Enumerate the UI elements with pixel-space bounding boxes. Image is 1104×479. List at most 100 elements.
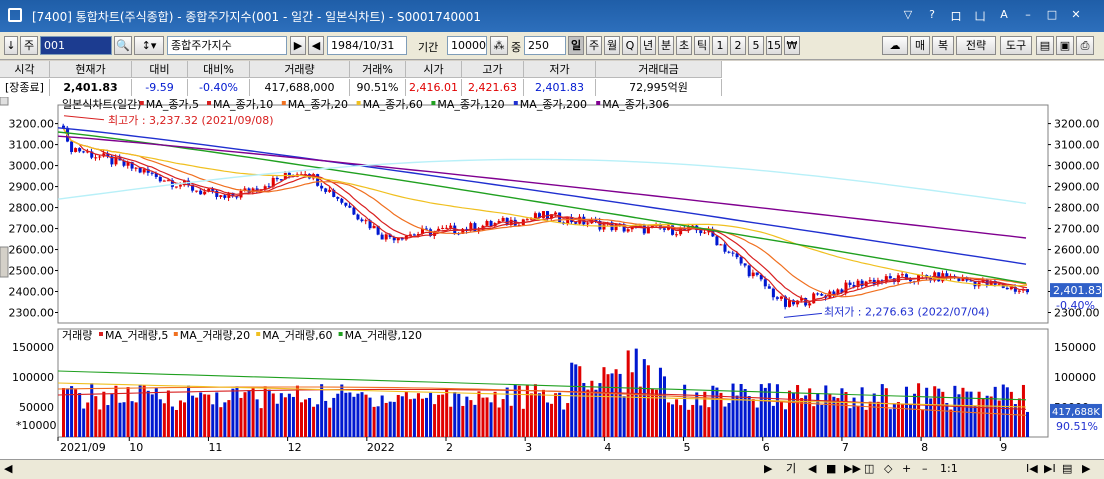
scroll-control-9[interactable]: I◀ (1026, 462, 1038, 475)
down-arrow-button[interactable]: ↓ (4, 36, 18, 55)
code-input[interactable]: 001 (40, 36, 112, 55)
volume-bar-41 (227, 400, 231, 437)
candle-body-82 (392, 237, 396, 241)
prev-button[interactable]: ◀ (308, 36, 324, 55)
volume-bar-167 (735, 395, 739, 437)
volume-bar-203 (880, 384, 884, 437)
volume-bar-181 (792, 392, 796, 437)
volume-bar-186 (812, 406, 816, 437)
search-icon[interactable]: 🔍 (114, 36, 132, 55)
tool-button-2[interactable]: 전략 (956, 36, 996, 55)
period-input[interactable]: 10000 (447, 36, 487, 55)
interval-button-4[interactable]: 년 (640, 36, 656, 55)
volume-bar-218 (941, 391, 945, 437)
volume-bar-237 (1017, 398, 1021, 437)
volume-bar-10 (102, 391, 106, 437)
interval-button-9[interactable]: 2 (730, 36, 746, 55)
scroll-control-3[interactable]: ▶▶ (844, 462, 861, 475)
candle-body-42 (231, 192, 235, 197)
count-input[interactable]: 250 (524, 36, 566, 55)
next-button[interactable]: ▶ (290, 36, 306, 55)
candle-body-162 (715, 236, 719, 246)
dropdown-icon[interactable]: ▽ (903, 8, 913, 21)
scroll-left-button[interactable]: ◀ (4, 462, 13, 475)
interval-button-12[interactable]: ₩ (784, 36, 800, 55)
volume-bar-83 (396, 394, 400, 437)
folder-icon[interactable]: ▤ (1036, 36, 1054, 55)
candle-body-81 (388, 234, 392, 238)
scroll-right-button[interactable]: ▶ (764, 462, 773, 475)
candle-body-78 (376, 225, 380, 235)
x-axis-label-4: 2022 (367, 441, 395, 454)
sort-icon[interactable]: ↕▾ (134, 36, 164, 55)
candle-body-232 (997, 283, 1001, 285)
scroll-control-8[interactable]: 1:1 (940, 462, 958, 475)
scroll-control-12[interactable]: ▶ (1082, 462, 1091, 475)
price-tick-label-left-8: 2400.00 (9, 286, 55, 299)
interval-button-10[interactable]: 5 (748, 36, 764, 55)
scroll-control-1[interactable]: ◀ (808, 462, 817, 475)
scroll-control-6[interactable]: + (902, 462, 912, 475)
interval-button-3[interactable]: Q (622, 36, 638, 55)
pin-icon[interactable]: 凵 (974, 10, 986, 23)
price-tick-label-left-9: 2300.00 (9, 307, 55, 320)
interval-button-5[interactable]: 분 (658, 36, 674, 55)
scroll-control-0[interactable]: 기 (786, 462, 797, 475)
interval-button-1[interactable]: 주 (586, 36, 602, 55)
candle-body-63 (316, 174, 320, 186)
tool-button-3[interactable]: 도구 (1000, 36, 1032, 55)
interval-button-8[interactable]: 1 (712, 36, 728, 55)
volume-bar-81 (388, 401, 392, 437)
interval-button-7[interactable]: 틱 (694, 36, 710, 55)
volume-bar-209 (904, 386, 908, 437)
restore-icon[interactable]: 口 (950, 10, 962, 23)
stock-name-field[interactable]: 종합주가지수 (167, 36, 287, 55)
tool-button-0[interactable]: 매 (910, 36, 930, 55)
scroll-control-11[interactable]: ▤ (1062, 462, 1073, 475)
price-legend-item-5: MA_종가,200 (520, 98, 587, 111)
interval-button-6[interactable]: 초 (676, 36, 692, 55)
chart-area[interactable]: 3200.00 3200.00 3100.00 3100.00 3000.00 3000.… (0, 96, 1104, 459)
scroll-control-5[interactable]: ◇ (884, 462, 893, 475)
chart-scrollbar[interactable]: ◀ ▶ 기 ◀ ■ ▶▶ ◫ ◇ + –1:1 I◀ ▶I ▤ ▶ (0, 459, 1104, 479)
close-button[interactable]: ✕ (1071, 8, 1081, 21)
x-axis-label-5: 2 (446, 441, 453, 454)
maximize-button[interactable]: □ (1046, 8, 1058, 21)
volume-bar-113 (517, 385, 521, 437)
print-icon[interactable]: ⎙ (1076, 36, 1094, 55)
scroll-control-7[interactable]: – (922, 462, 928, 475)
scroll-control-4[interactable]: ◫ (864, 462, 875, 475)
ma-line-long-3 (57, 158, 1027, 205)
interval-button-0[interactable]: 일 (568, 36, 584, 55)
settings-icon[interactable]: ⁂ (490, 36, 508, 55)
volume-bar-100 (465, 396, 469, 437)
save-icon[interactable]: ▣ (1056, 36, 1074, 55)
price-volume-chart[interactable]: 3200.00 3200.00 3100.00 3100.00 3000.00 3000.… (0, 96, 1104, 459)
minimize-button[interactable]: – (1025, 8, 1031, 21)
volume-bar-193 (840, 388, 844, 437)
scroll-control-2[interactable]: ■ (826, 462, 837, 475)
date-input[interactable]: 1984/10/31 (327, 36, 407, 55)
help-icon[interactable]: ? (929, 8, 935, 21)
font-icon[interactable]: A (1000, 8, 1008, 21)
candle-body-215 (929, 276, 933, 281)
volume-bar-51 (267, 389, 271, 437)
volume-bar-39 (219, 407, 223, 437)
scroll-control-10[interactable]: ▶I (1044, 462, 1056, 475)
candle-body-40 (223, 195, 227, 198)
interval-button-11[interactable]: 15 (766, 36, 782, 55)
candle-body-5 (82, 151, 86, 153)
tool-button-1[interactable]: 복 (932, 36, 954, 55)
ma-line-5 (62, 127, 1028, 304)
candle-body-188 (820, 294, 824, 296)
cloud-icon[interactable]: ☁ (882, 36, 908, 55)
volume-bar-205 (888, 409, 892, 437)
quote-value-0: [장종료] (0, 79, 50, 96)
interval-button-2[interactable]: 월 (604, 36, 620, 55)
volume-bar-197 (856, 406, 860, 437)
volume-bar-38 (215, 392, 219, 437)
candle-body-32 (191, 184, 195, 191)
volume-bar-9 (98, 409, 102, 437)
market-select-button[interactable]: 주 (20, 36, 38, 55)
left-pane-handle (0, 246, 9, 278)
